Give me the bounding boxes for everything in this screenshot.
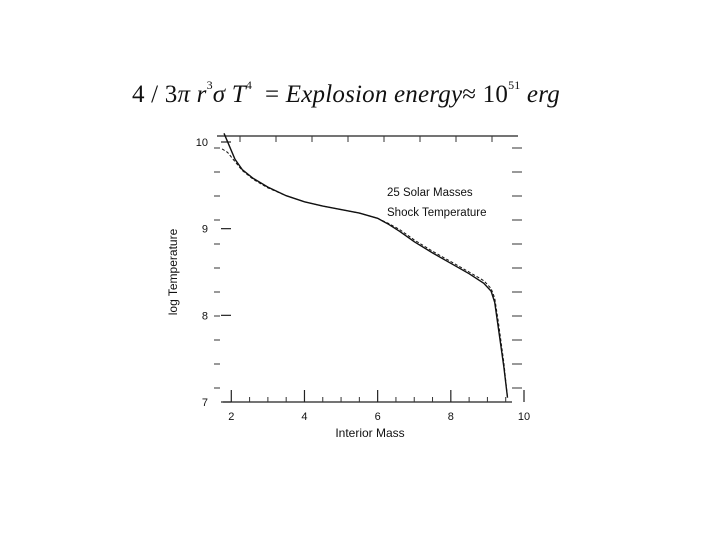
eq-pi: π <box>177 81 191 108</box>
chart-labels: Interior Mass log Temperature 25 Solar M… <box>166 187 487 440</box>
y-tick-label: 7 <box>202 397 208 409</box>
explosion-energy-equation: 4 / 3π r3σ T4 = Explosion energy≈ 1051 e… <box>132 78 560 109</box>
eq-ten: 10 <box>482 81 509 108</box>
y-tick-label: 10 <box>196 137 208 149</box>
x-axis-label: Interior Mass <box>335 426 404 440</box>
annotation-solar-masses: 25 Solar Masses <box>387 187 473 199</box>
eq-T: T <box>231 81 246 108</box>
eq-unit: erg <box>526 81 560 108</box>
series-line-solid <box>223 133 509 398</box>
eq-approx: ≈ <box>462 81 477 108</box>
eq-coefficient: 4 / 3 <box>132 81 178 108</box>
eq-T-exponent: 4 <box>245 78 253 92</box>
chart-frame <box>214 135 522 403</box>
eq-sigma: σ <box>212 81 226 108</box>
eq-ten-exponent: 51 <box>508 78 521 92</box>
x-tick-label: 6 <box>375 411 381 423</box>
chart-series <box>221 133 509 398</box>
series-line-dashed <box>221 148 508 398</box>
x-tick-label: 4 <box>301 411 307 423</box>
y-axis-label: log Temperature <box>166 228 180 315</box>
x-tick-label: 2 <box>228 411 234 423</box>
chart-ticks: 2 4 6 8 10 7 8 9 10 <box>196 137 530 423</box>
y-tick-label: 9 <box>202 224 208 236</box>
x-tick-label: 8 <box>448 411 454 423</box>
x-tick-label: 10 <box>518 411 530 423</box>
eq-r: r <box>196 81 207 108</box>
y-tick-label: 8 <box>202 310 208 322</box>
annotation-shock-temperature: Shock Temperature <box>387 207 487 219</box>
eq-rhs-text: Explosion energy <box>285 81 463 108</box>
eq-equals: = <box>264 81 280 108</box>
eq-r-exponent: 3 <box>206 78 213 92</box>
